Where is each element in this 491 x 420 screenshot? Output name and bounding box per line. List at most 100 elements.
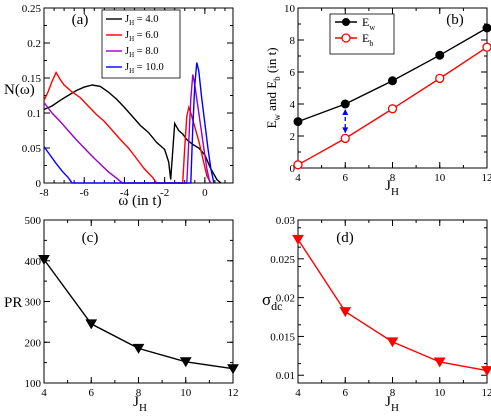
a-legend-label-3-base: J — [125, 46, 129, 57]
b-legend-marker-2 — [341, 33, 351, 43]
d-x-tick-label: 4 — [295, 387, 301, 399]
b-x-axis-label-sub: H — [391, 186, 399, 198]
a-x-tick-label: -8 — [39, 187, 49, 199]
a-series-line-1 — [43, 84, 222, 184]
b-x-tick-label: 8 — [390, 172, 396, 184]
b-y-tick-label: 4 — [290, 99, 296, 111]
b-point-1 — [293, 117, 303, 127]
c-point — [85, 319, 98, 330]
b-y-axis-label-part: b — [272, 76, 282, 81]
b-y-axis-label-part: E — [264, 121, 279, 129]
a-y-axis-label: N(ω) — [4, 82, 35, 98]
b-legend-label-2-sub: b — [369, 39, 373, 48]
c-x-axis-label: JH — [133, 394, 147, 414]
c-x-tick-label: 8 — [136, 387, 142, 399]
b-point-2 — [293, 160, 303, 170]
a-legend-label-1-rest: = 4.0 — [134, 14, 158, 25]
c-point — [227, 364, 239, 375]
d-x-tick-label: 12 — [482, 387, 491, 399]
b-point-1 — [482, 23, 491, 33]
a-legend-label-1-base: J — [125, 14, 129, 25]
a-legend-label-2: JH = 6.0 — [125, 30, 158, 43]
b-point-2 — [340, 133, 350, 144]
a-y-tick-label: 0.15 — [22, 73, 42, 85]
a-y-tick-label: 0.25 — [22, 3, 42, 15]
d-y-tick-label: 0.015 — [270, 331, 295, 343]
d-point — [339, 307, 352, 318]
b-arrow-head-up — [342, 109, 349, 115]
d-plot-frame — [297, 219, 488, 384]
c-x-tick-label: 12 — [228, 387, 239, 399]
d-x-axis-label: JH — [385, 394, 399, 414]
b-y-tick-label: 2 — [290, 131, 296, 143]
b-y-tick-label: 10 — [284, 3, 296, 15]
a-panel-label: (a) — [72, 12, 89, 28]
d-point — [433, 357, 446, 368]
b-point-2 — [482, 42, 491, 52]
a-legend-label-2-base: J — [125, 30, 129, 41]
c-x-tick-label: 4 — [41, 387, 47, 399]
d-series-line — [297, 239, 488, 372]
b-x-axis-label-base: J — [385, 178, 391, 194]
c-y-tick-label: 300 — [25, 297, 42, 309]
b-y-axis-label-part: (in t) — [264, 47, 279, 76]
b-y-axis-label: Ew and Eb (in t) — [264, 47, 282, 128]
d-x-axis-label-base: J — [385, 394, 391, 410]
c-y-tick-label: 500 — [25, 215, 42, 227]
a-legend: JH = 4.0JH = 6.0JH = 8.0JH = 10.0 — [101, 9, 181, 79]
d-y-tick-label: 0.02 — [276, 293, 295, 305]
c-x-tick-label: 10 — [180, 387, 192, 399]
c-x-tick-label: 6 — [89, 387, 95, 399]
a-y-tick-label: 0.2 — [27, 38, 41, 50]
b-arrow-head-down — [342, 127, 349, 134]
d-y-axis-label-base: σ — [262, 290, 271, 309]
c-point — [38, 255, 50, 266]
a-x-tick-label: 0 — [202, 187, 208, 199]
d-y-tick-label: 0.03 — [276, 215, 296, 227]
b-legend-label-2: Eb — [362, 31, 373, 48]
a-legend-label-2-rest: = 6.0 — [134, 30, 158, 41]
c-y-axis-label: PR — [4, 295, 22, 311]
panel-c: 4 6 8 10 12 100 200 300 400 500 (c) JH PR — [4, 215, 239, 414]
c-y-tick-label: 100 — [25, 378, 42, 390]
b-y-axis-label-part: and E — [264, 81, 279, 114]
d-point — [481, 366, 491, 377]
c-x-axis-label-sub: H — [139, 402, 147, 414]
b-x-tick-label: 10 — [434, 172, 446, 184]
c-y-tick-label: 200 — [25, 337, 42, 349]
a-series-line-2 — [43, 70, 212, 184]
b-legend-label-1-sub: w — [369, 23, 375, 32]
c-plot-frame — [43, 219, 234, 384]
c-point — [179, 357, 192, 368]
b-point-1 — [340, 99, 350, 109]
a-series-line-3 — [43, 74, 211, 184]
b-y-axis-label-part: w — [272, 114, 282, 121]
a-y-tick-label: 0 — [36, 178, 42, 190]
b-legend-label-1: Ew — [362, 15, 375, 32]
b-point-1 — [388, 76, 397, 86]
b-legend-label-1-base: E — [362, 15, 369, 29]
a-legend-label-3: JH = 8.0 — [125, 46, 158, 59]
b-y-tick-label: 6 — [290, 67, 296, 79]
c-y-tick-label: 400 — [25, 256, 42, 268]
d-x-axis-label-sub: H — [391, 402, 399, 414]
d-y-axis-label-sub: dc — [271, 299, 282, 313]
c-panel-label: (c) — [82, 230, 99, 246]
b-legend-label-2-base: E — [362, 31, 369, 45]
b-x-tick-label: 6 — [343, 172, 349, 184]
b-legend-box — [329, 13, 395, 55]
a-y-tick-label: 0.05 — [22, 143, 42, 155]
b-point-1 — [435, 50, 445, 60]
b-legend-marker-1 — [342, 18, 350, 26]
d-y-tick-label: 0.025 — [270, 254, 295, 266]
b-panel-label: (b) — [446, 12, 464, 28]
a-legend-label-3-sub: H — [129, 51, 134, 59]
a-legend-label-1-sub: H — [129, 19, 134, 27]
b-y-tick-label: 0 — [290, 163, 296, 175]
d-y-tick-label: 0.01 — [276, 370, 295, 382]
a-legend-label-3-rest: = 8.0 — [134, 46, 158, 57]
